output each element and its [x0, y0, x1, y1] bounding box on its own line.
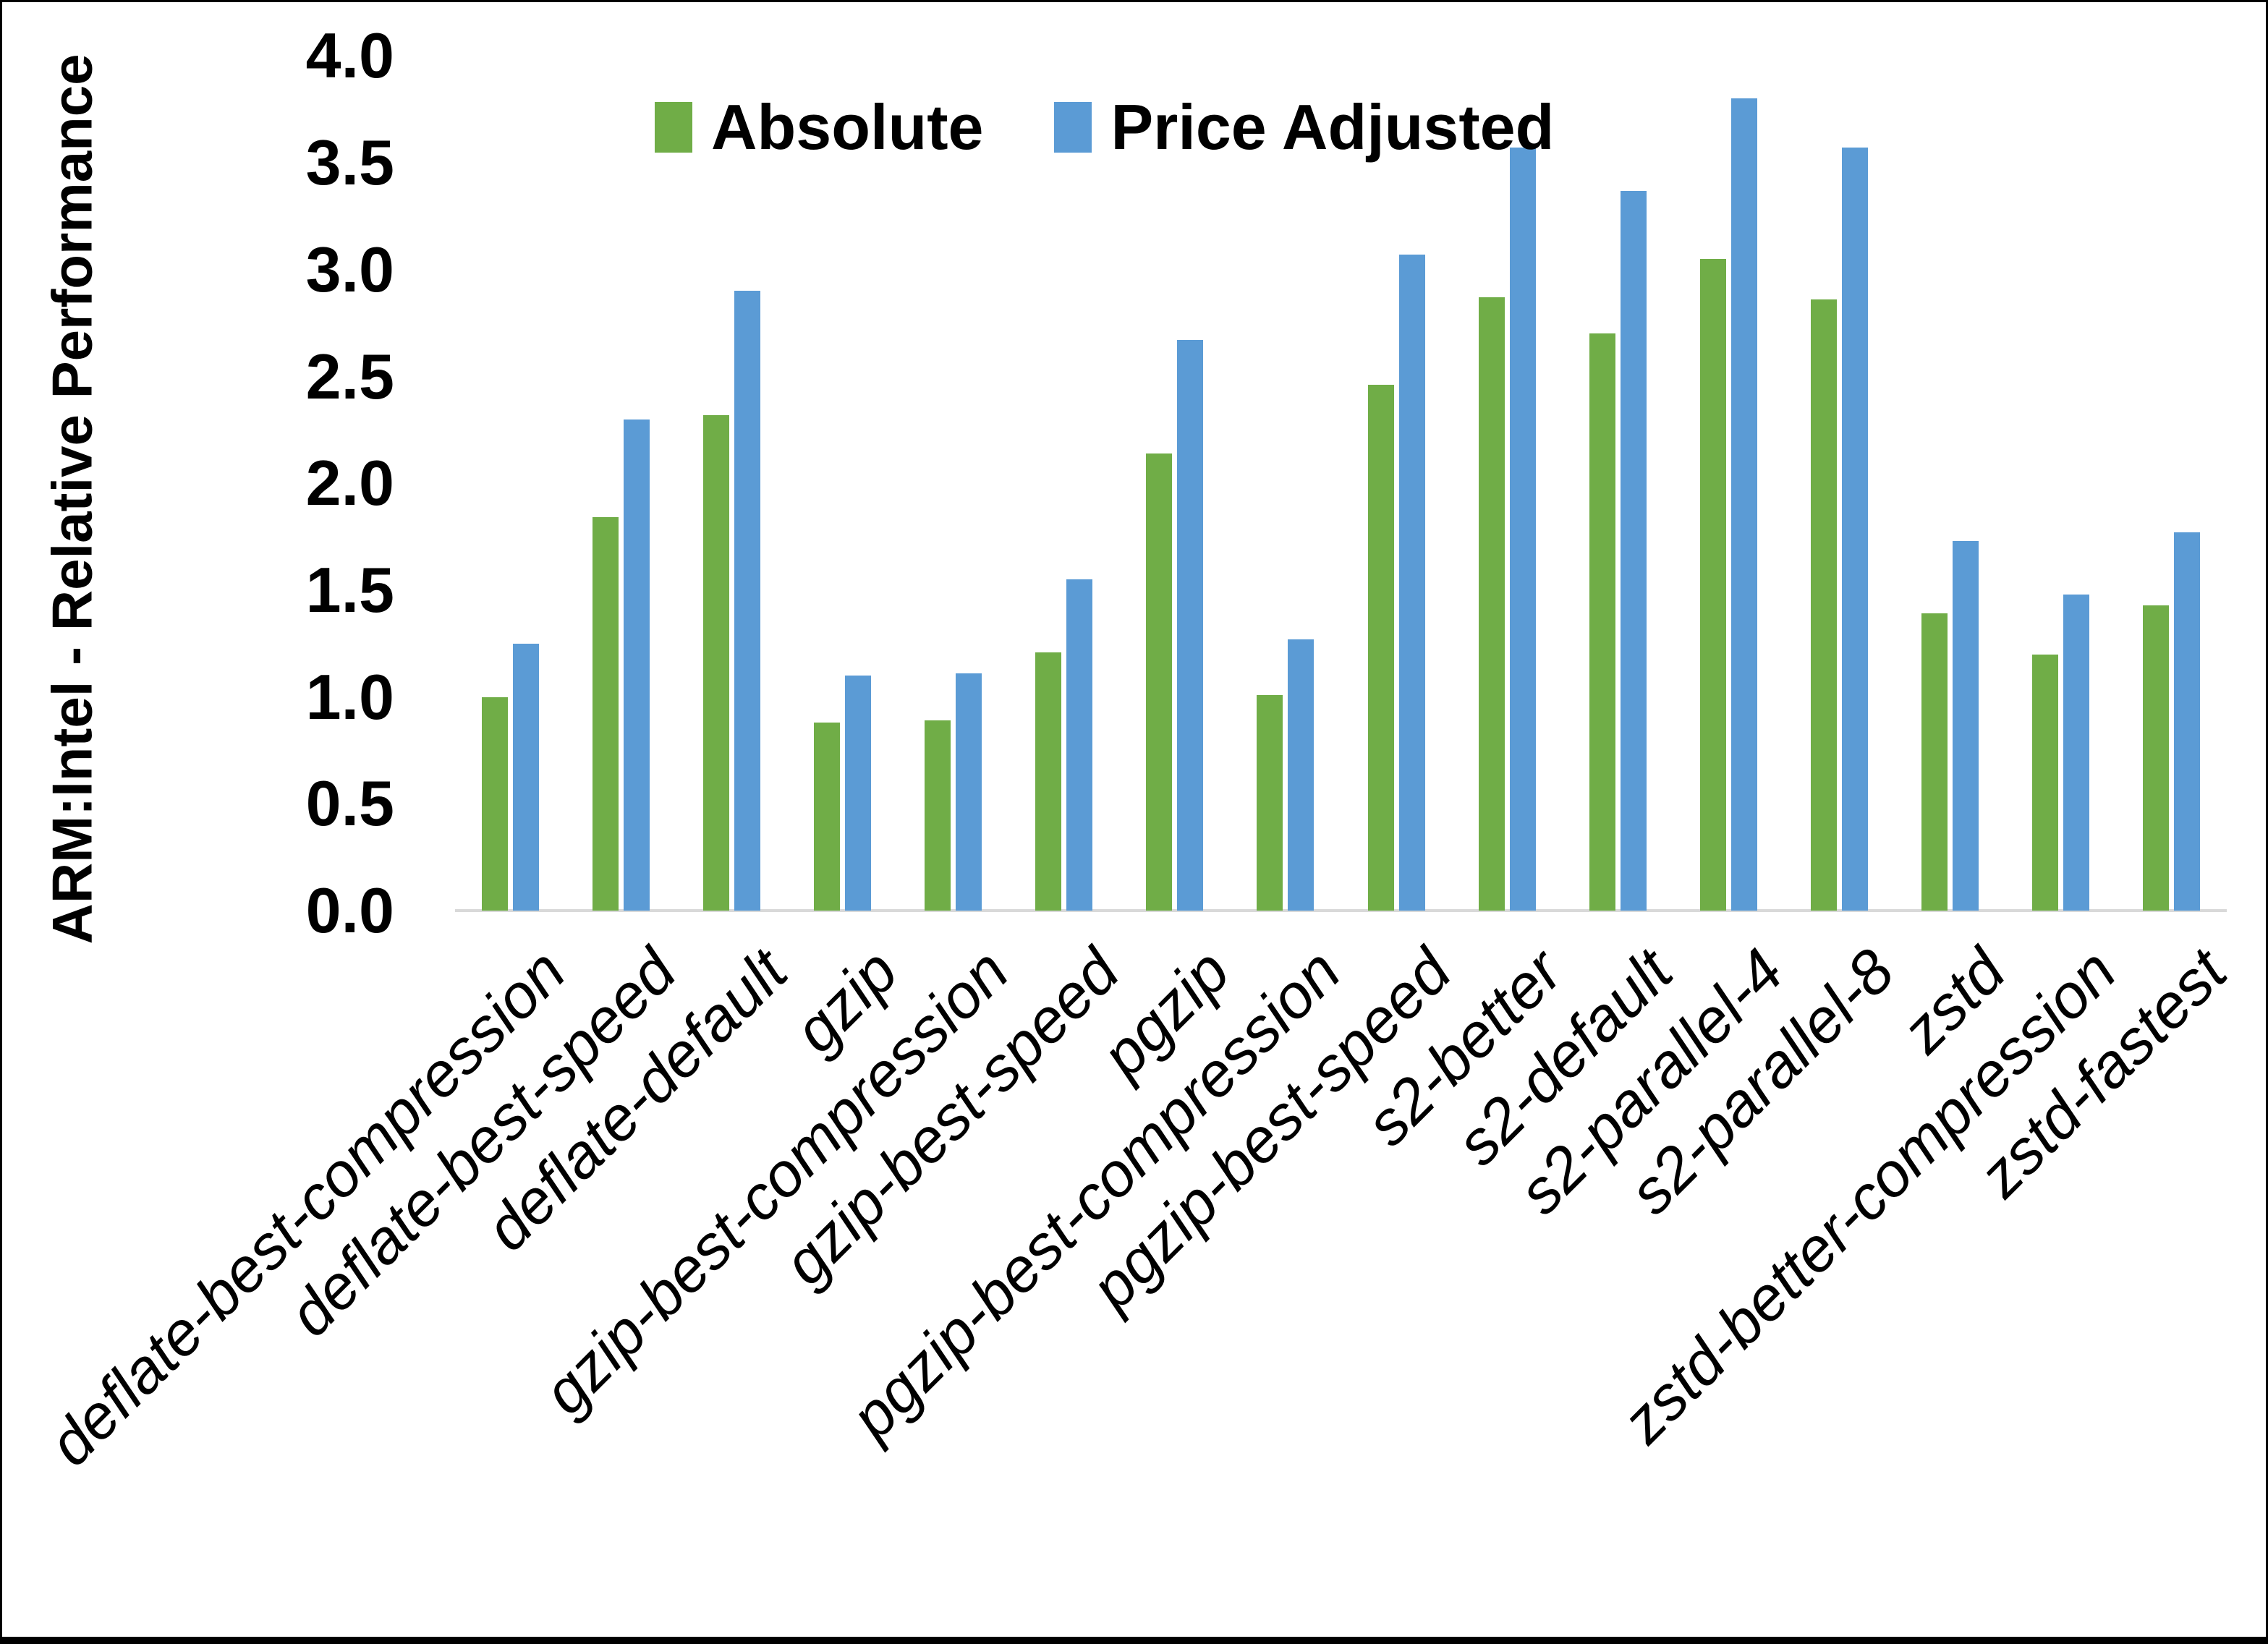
- bar-absolute: [1810, 299, 1837, 911]
- bar-absolute: [1257, 694, 1283, 911]
- bar-price-adjusted: [1620, 190, 1647, 911]
- bar-price-adjusted: [2063, 594, 2089, 911]
- y-tick-label: 0.5: [305, 767, 394, 840]
- y-tick-label: 2.0: [305, 447, 394, 519]
- bar-absolute: [1478, 297, 1505, 911]
- bar-price-adjusted: [845, 676, 872, 911]
- y-tick-label: 1.0: [305, 660, 394, 733]
- legend-swatch-absolute: [655, 102, 692, 153]
- bar-absolute: [1146, 453, 1173, 911]
- y-tick-label: 3.5: [305, 127, 394, 199]
- bar-price-adjusted: [1730, 98, 1757, 911]
- bar-absolute: [2142, 605, 2169, 911]
- bar-price-adjusted: [513, 643, 540, 911]
- bar-absolute: [1035, 652, 1062, 911]
- bar-price-adjusted: [1288, 639, 1314, 911]
- bar-absolute: [814, 723, 841, 911]
- legend-label-absolute: Absolute: [711, 91, 984, 163]
- bar-price-adjusted: [734, 291, 761, 911]
- y-tick-label: 1.5: [305, 553, 394, 626]
- bar-price-adjusted: [1398, 255, 1425, 911]
- bar-price-adjusted: [1177, 340, 1204, 911]
- bar-price-adjusted: [2173, 532, 2200, 911]
- bar-absolute: [2031, 654, 2058, 911]
- y-tick-label: 2.5: [305, 340, 394, 412]
- bar-price-adjusted: [1952, 540, 1979, 911]
- bar-price-adjusted: [624, 419, 650, 911]
- bar-absolute: [703, 414, 730, 911]
- x-axis-line: [455, 909, 2227, 912]
- bar-absolute: [482, 697, 509, 911]
- bar-price-adjusted: [956, 673, 982, 911]
- bar-price-adjusted: [1066, 579, 1093, 911]
- legend: Absolute Price Adjusted: [655, 91, 1555, 163]
- y-tick-label: 0.0: [305, 874, 394, 946]
- legend-swatch-price-adjusted: [1054, 102, 1092, 153]
- bar-absolute: [593, 517, 619, 911]
- bar-absolute: [1367, 385, 1394, 911]
- legend-label-price-adjusted: Price Adjusted: [1110, 91, 1555, 163]
- bar-absolute: [925, 720, 951, 911]
- bar-price-adjusted: [1841, 148, 1868, 911]
- bar-absolute: [1589, 333, 1615, 911]
- bar-price-adjusted: [1509, 148, 1536, 911]
- y-tick-label: 4.0: [305, 20, 394, 92]
- bar-absolute: [1921, 613, 1948, 911]
- y-tick-label: 3.0: [305, 233, 394, 305]
- bar-absolute: [1699, 259, 1726, 911]
